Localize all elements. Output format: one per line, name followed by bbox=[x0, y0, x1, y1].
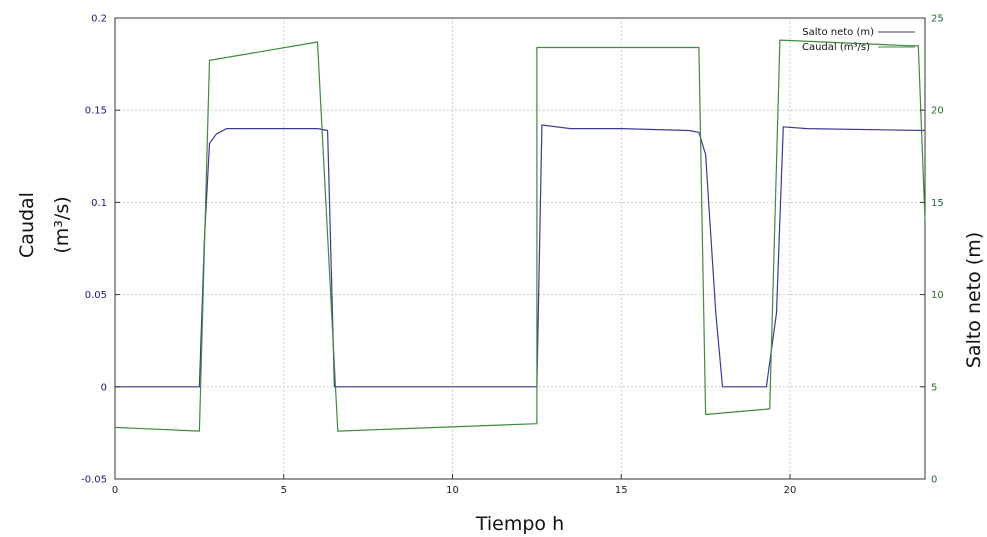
y-left-tick-label: -0.05 bbox=[81, 475, 107, 486]
series-line-salto-neto bbox=[115, 124, 926, 388]
plot-area bbox=[114, 17, 926, 480]
y-axis-left-label-line1: Caudal bbox=[16, 192, 38, 258]
y-right-tick-label: 10 bbox=[931, 290, 944, 301]
y-right-tick-label: 20 bbox=[931, 106, 944, 117]
tick-labels: 0 5 10 15 20 -0.05 0 0.05 0.1 0.15 0.2 0 5 10 15 20 25 bbox=[81, 14, 944, 497]
series-line-caudal bbox=[114, 39, 926, 432]
y-axis-right-label: Salto neto (m) bbox=[963, 232, 985, 368]
y-right-tick-label: 5 bbox=[931, 382, 937, 393]
legend: Salto neto (m) Caudal (m³/s) bbox=[802, 27, 915, 53]
y-right-tick-label: 25 bbox=[931, 14, 944, 25]
y-left-tick-label: 0.05 bbox=[85, 290, 107, 301]
x-tick-label: 20 bbox=[784, 485, 797, 496]
x-tick-label: 15 bbox=[615, 485, 628, 496]
legend-label-caudal: Caudal (m³/s) bbox=[802, 42, 870, 53]
grid bbox=[115, 18, 925, 479]
legend-label-salto-neto: Salto neto (m) bbox=[802, 27, 874, 38]
y-left-tick-label: 0.1 bbox=[91, 198, 107, 209]
y-left-tick-label: 0.15 bbox=[85, 106, 107, 117]
y-right-tick-label: 0 bbox=[931, 475, 937, 486]
y-left-tick-label: 0.2 bbox=[91, 14, 107, 25]
y-right-tick-label: 15 bbox=[931, 198, 944, 209]
x-tick-label: 10 bbox=[446, 485, 459, 496]
y-axis-left-label-line2: (m³/s) bbox=[51, 196, 73, 253]
x-tick-label: 5 bbox=[281, 485, 287, 496]
x-tick-label: 0 bbox=[112, 485, 118, 496]
series-layer bbox=[114, 39, 926, 432]
y-left-tick-label: 0 bbox=[101, 382, 107, 393]
x-axis-label: Tiempo h bbox=[475, 513, 564, 535]
